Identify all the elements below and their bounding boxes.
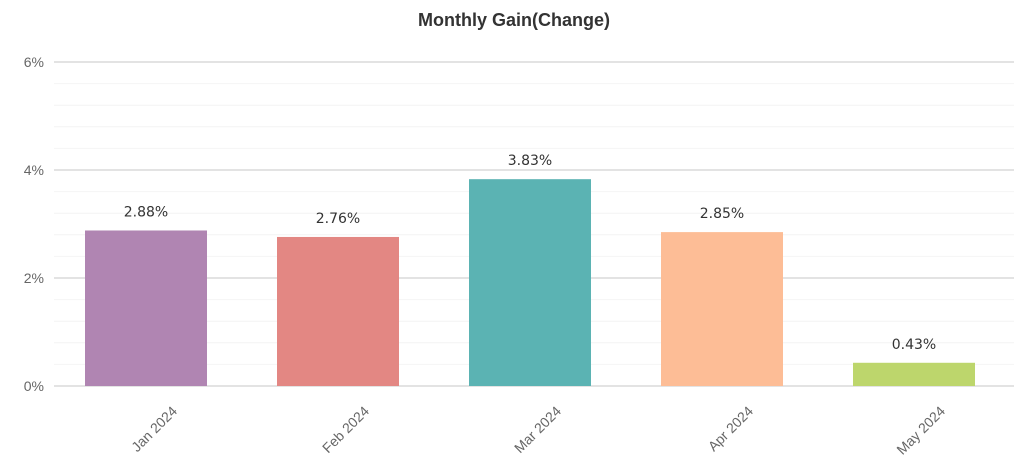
data-label: 0.43% [892, 337, 936, 353]
x-tick-label: Feb 2024 [319, 403, 372, 456]
chart-title: Monthly Gain(Change) [418, 10, 610, 30]
bar [469, 179, 591, 386]
bar [661, 232, 783, 386]
data-label: 2.85% [700, 206, 744, 222]
x-tick-label: Jan 2024 [128, 403, 180, 455]
x-tick-label: Mar 2024 [511, 403, 564, 456]
data-label: 3.83% [508, 153, 552, 169]
bars [85, 179, 975, 386]
bar [853, 362, 975, 386]
y-axis-ticks: 0% 2% 4% 6% [24, 54, 44, 394]
x-axis-ticks: Jan 2024 Feb 2024 Mar 2024 Apr 2024 May 2024 [128, 403, 948, 458]
data-labels: 2.88% 2.76% 3.83% 2.85% 0.43% [124, 153, 936, 353]
data-label: 2.88% [124, 204, 168, 220]
x-tick-label: May 2024 [893, 403, 948, 458]
bar [85, 230, 207, 386]
y-tick-label: 0% [24, 378, 44, 394]
x-tick-label: Apr 2024 [705, 403, 757, 455]
data-label: 2.76% [316, 211, 360, 227]
bar [277, 236, 399, 386]
y-tick-label: 6% [24, 54, 44, 70]
y-tick-label: 4% [24, 162, 44, 178]
y-tick-label: 2% [24, 270, 44, 286]
